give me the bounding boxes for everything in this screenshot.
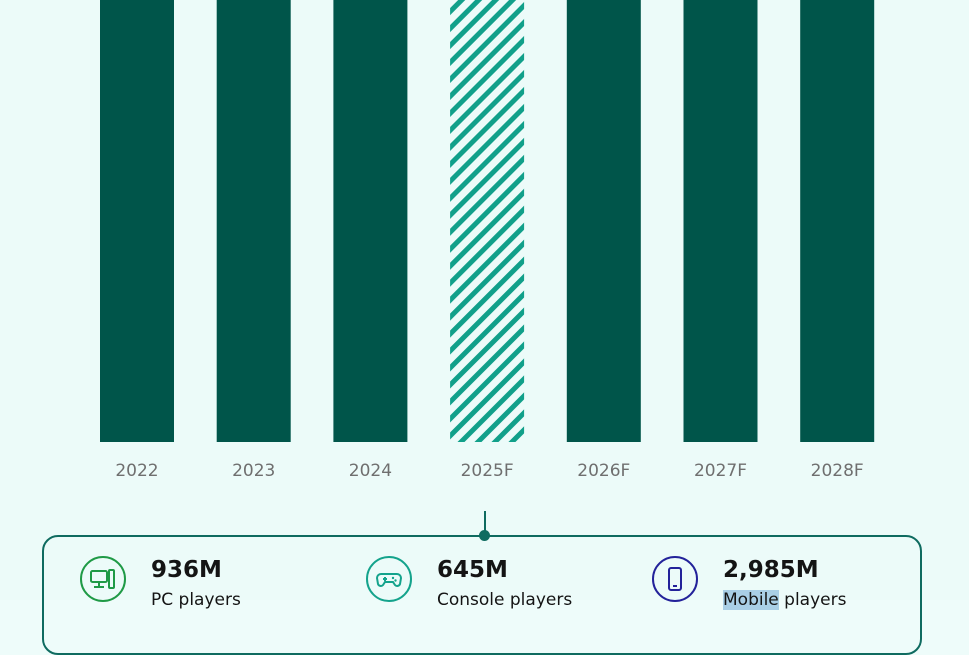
bar-chart: 3,159M20223,280M20233,427M20243,578M2025… — [100, 0, 875, 481]
x-tick-label-2026f: 2026F — [577, 461, 630, 481]
console-players-label: Console players — [437, 590, 573, 610]
bar-2027f — [683, 0, 758, 442]
pc-players-value: 936M — [151, 557, 222, 583]
mobile-players-label: Mobile players — [723, 590, 846, 610]
bar-2026f — [566, 0, 641, 442]
x-tick-label-2025f: 2025F — [461, 461, 514, 481]
pc-icon — [80, 556, 126, 602]
console-players-value: 645M — [437, 557, 508, 583]
page: 3,159M20223,280M20233,427M20243,578M2025… — [42, 0, 922, 655]
x-tick-label-2022: 2022 — [115, 461, 158, 481]
gamepad-icon — [366, 556, 412, 602]
pc-players-label: PC players — [151, 590, 241, 610]
bar-2028f — [800, 0, 875, 442]
x-tick-label-2027f: 2027F — [694, 461, 747, 481]
mobile-label-highlight: Mobile — [723, 590, 779, 610]
x-tick-label-2028f: 2028F — [811, 461, 864, 481]
bar-2022 — [100, 0, 174, 442]
connector-line — [484, 511, 486, 537]
mobile-label-rest: players — [778, 590, 847, 610]
bar-2023 — [216, 0, 291, 442]
bar-2025f — [450, 0, 525, 443]
mobile-icon — [652, 556, 698, 602]
bars: 3,159M20223,280M20233,427M20243,578M2025… — [100, 0, 875, 481]
bar-2024 — [333, 0, 408, 442]
x-tick-label-2024: 2024 — [349, 461, 392, 481]
mobile-players-value: 2,985M — [723, 557, 819, 583]
x-tick-label-2023: 2023 — [232, 461, 275, 481]
